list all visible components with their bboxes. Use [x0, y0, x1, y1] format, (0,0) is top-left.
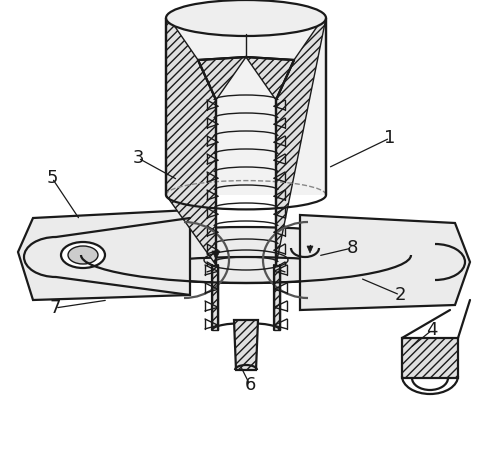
Polygon shape	[18, 210, 190, 300]
Polygon shape	[198, 57, 246, 100]
Polygon shape	[234, 320, 258, 370]
Polygon shape	[276, 18, 326, 265]
Text: 3: 3	[132, 149, 144, 167]
Polygon shape	[212, 265, 218, 330]
Ellipse shape	[81, 227, 411, 283]
Polygon shape	[274, 265, 280, 330]
Text: 7: 7	[49, 299, 61, 317]
Polygon shape	[300, 215, 470, 310]
Text: 4: 4	[426, 321, 438, 339]
Text: 6: 6	[245, 376, 256, 394]
Polygon shape	[166, 18, 326, 195]
Polygon shape	[307, 246, 313, 253]
Text: 1: 1	[385, 129, 396, 147]
Polygon shape	[166, 18, 216, 265]
Polygon shape	[212, 251, 220, 259]
Ellipse shape	[68, 246, 98, 264]
Text: 5: 5	[46, 169, 58, 187]
Polygon shape	[246, 57, 294, 100]
Text: 2: 2	[394, 286, 406, 304]
Ellipse shape	[166, 0, 326, 36]
Polygon shape	[402, 338, 458, 378]
Text: 8: 8	[346, 239, 358, 257]
Ellipse shape	[61, 242, 105, 268]
